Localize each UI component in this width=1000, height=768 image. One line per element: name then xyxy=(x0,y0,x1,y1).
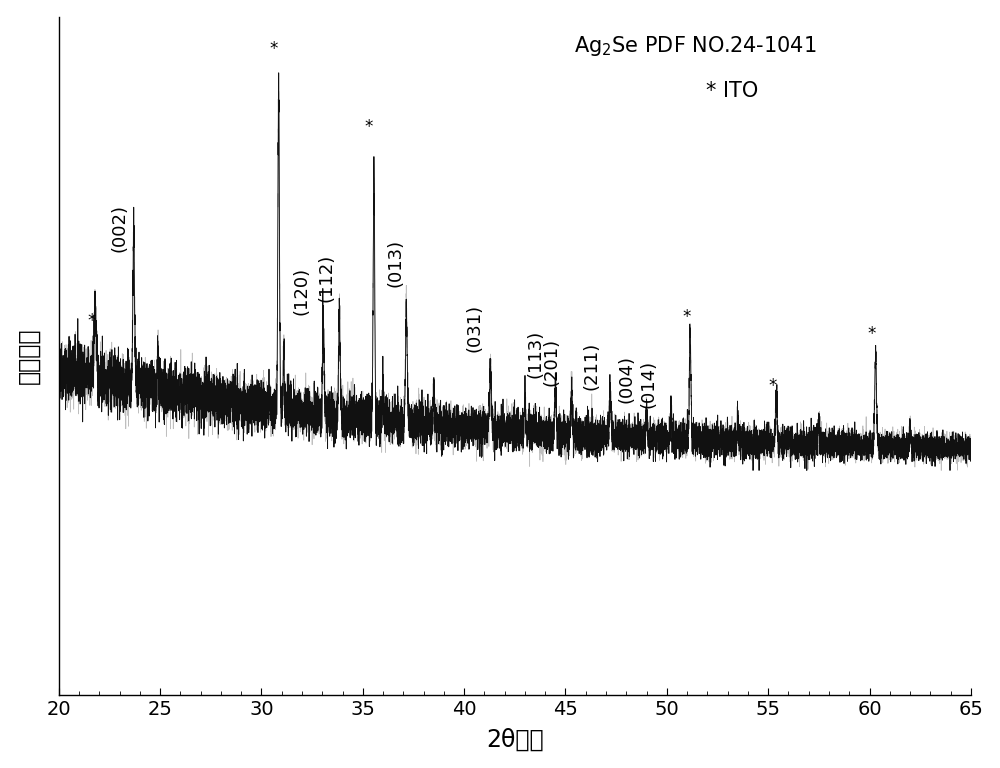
Text: (004): (004) xyxy=(617,356,635,403)
Text: (211): (211) xyxy=(583,343,601,390)
Text: *: * xyxy=(867,325,876,343)
Text: *: * xyxy=(365,118,373,135)
Text: (013): (013) xyxy=(386,239,404,286)
Text: (201): (201) xyxy=(542,338,560,386)
Text: *: * xyxy=(768,377,776,395)
Text: Ag$_2$Se PDF NO.24-1041: Ag$_2$Se PDF NO.24-1041 xyxy=(574,34,817,58)
X-axis label: 2θ角度: 2θ角度 xyxy=(486,727,544,751)
Text: (120): (120) xyxy=(293,266,311,315)
Text: (031): (031) xyxy=(465,303,483,352)
Text: *: * xyxy=(269,40,278,58)
Text: (112): (112) xyxy=(317,253,335,302)
Text: *: * xyxy=(683,308,691,326)
Text: * ITO: * ITO xyxy=(706,81,759,101)
Text: (002): (002) xyxy=(111,204,129,252)
Text: (014): (014) xyxy=(640,359,658,408)
Text: *: * xyxy=(87,312,95,330)
Y-axis label: 相对强度: 相对强度 xyxy=(17,328,41,384)
Text: (113): (113) xyxy=(526,329,544,378)
